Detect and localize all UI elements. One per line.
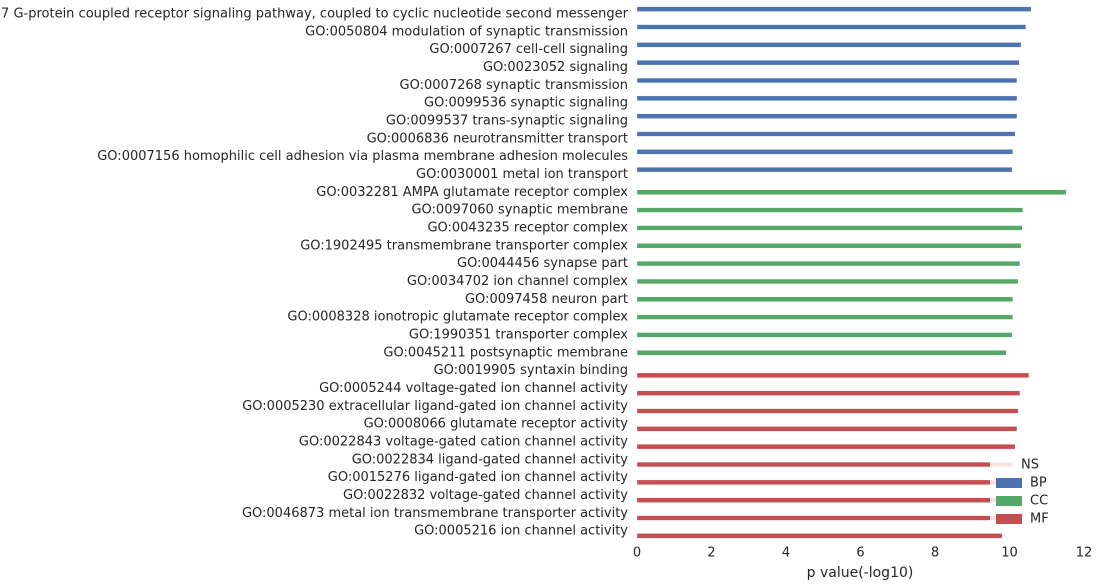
- bar: [636, 77, 1018, 84]
- bar: [636, 314, 1014, 320]
- bar: [636, 350, 1007, 356]
- y-tick-label: GO:0023052 signaling: [483, 60, 628, 75]
- bar: [636, 243, 1022, 249]
- y-tick-label: GO:0005216 ion channel activity: [414, 524, 628, 539]
- legend-label: MF: [1030, 512, 1049, 527]
- y-tick-label: GO:0005244 voltage-gated ion channel act…: [319, 381, 628, 396]
- y-tick-label: GO:0008328 ionotropic glutamate receptor…: [287, 310, 628, 325]
- y-tick-label: GO:0099537 trans-synaptic signaling: [386, 113, 628, 128]
- legend-title: NS: [1021, 458, 1039, 473]
- bar: [636, 426, 1018, 432]
- bar: [636, 390, 1021, 396]
- bar: [636, 261, 1021, 267]
- y-tick-label: GO:0007268 synaptic transmission: [400, 78, 628, 93]
- y-tick-label: GO:0030001 metal ion transport: [416, 167, 628, 182]
- x-tick-label: 2: [707, 546, 715, 561]
- bar: [636, 479, 1014, 485]
- x-tick-label: 12: [1076, 546, 1093, 561]
- y-tick-label: GO:0050804 modulation of synaptic transm…: [305, 24, 628, 39]
- y-tick-label: GO:0046873 metal ion transmembrane trans…: [242, 506, 628, 521]
- y-tick-label: GO:0007187 G-protein coupled receptor si…: [0, 6, 629, 21]
- y-tick-label: GO:0043235 receptor complex: [427, 220, 628, 235]
- y-tick-label: GO:0045211 postsynaptic membrane: [383, 345, 628, 360]
- bar: [636, 515, 1007, 521]
- legend-swatch: [996, 514, 1022, 524]
- y-tick-label: GO:0097060 synaptic membrane: [411, 203, 628, 218]
- y-tick-label: GO:0097458 neuron part: [465, 292, 628, 307]
- x-tick-label: 0: [633, 546, 641, 561]
- y-tick-label: GO:0044456 synapse part: [457, 256, 628, 271]
- bar: [636, 278, 1019, 284]
- x-tick-label: 8: [931, 546, 939, 561]
- legend-swatch: [996, 496, 1022, 506]
- y-tick-label: GO:0005230 extracellular ligand-gated io…: [242, 399, 628, 414]
- legend-label: BP: [1030, 476, 1047, 491]
- bar: [636, 113, 1018, 119]
- legend-swatch: [996, 478, 1022, 488]
- y-tick-label: GO:0019905 syntaxin binding: [434, 363, 628, 378]
- y-tick-label: GO:0022843 voltage-gated cation channel …: [299, 434, 628, 449]
- y-tick-label: GO:0034702 ion channel complex: [407, 274, 628, 289]
- bar: [636, 296, 1014, 302]
- bar: [636, 332, 1013, 338]
- y-tick-label: GO:0007156 homophilic cell adhesion via …: [97, 149, 628, 164]
- y-tick-label: GO:0022834 ligand-gated channel activity: [352, 452, 629, 467]
- bar: [636, 42, 1022, 48]
- bar: [636, 60, 1020, 66]
- y-tick-label: GO:0007267 cell-cell signaling: [429, 42, 628, 57]
- y-tick-label: GO:0006836 neurotransmitter transport: [367, 131, 628, 146]
- y-tick-label: GO:0008066 glutamate receptor activity: [364, 417, 629, 432]
- y-tick-label: GO:1990351 transporter complex: [409, 327, 628, 342]
- bar: [636, 225, 1023, 231]
- bar: [636, 497, 1007, 503]
- bar: [636, 189, 1067, 195]
- x-tick-label: 4: [782, 546, 790, 561]
- bar: [636, 461, 1014, 468]
- legend-label: CC: [1030, 494, 1048, 509]
- bar: [636, 408, 1019, 414]
- bar: [636, 24, 1027, 30]
- bar: [636, 131, 1016, 137]
- y-tick-label: GO:0022832 voltage-gated channel activit…: [343, 488, 628, 503]
- bar: [636, 167, 1013, 173]
- bar: [636, 6, 1032, 12]
- bar: [636, 95, 1018, 101]
- x-axis-label: p value(-log10): [807, 565, 914, 581]
- y-tick-label: GO:0032281 AMPA glutamate receptor compl…: [316, 185, 628, 200]
- x-tick-label: 10: [1001, 546, 1018, 561]
- bar: [636, 149, 1014, 155]
- bar: [636, 372, 1030, 378]
- bar: [636, 533, 1003, 539]
- x-tick-label: 6: [856, 546, 864, 561]
- bar: [636, 207, 1024, 213]
- y-tick-label: GO:0015276 ligand-gated ion channel acti…: [328, 470, 629, 485]
- y-tick-label: GO:0099536 synaptic signaling: [424, 96, 628, 111]
- y-tick-label: GO:1902495 transmembrane transporter com…: [300, 238, 628, 253]
- bar: [636, 444, 1016, 450]
